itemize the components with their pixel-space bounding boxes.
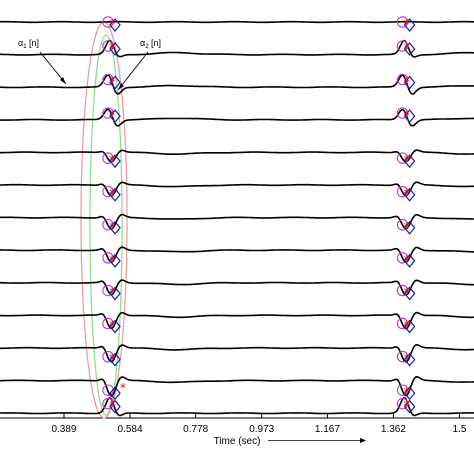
star-marker: * (404, 319, 410, 333)
star-marker: * (109, 17, 115, 31)
x-tick-label: 0.584 (117, 424, 142, 435)
diamond-marker (109, 187, 121, 202)
star-marker: * (120, 381, 126, 395)
diamond-marker (403, 220, 416, 235)
x-axis-label: Time (sec) (214, 436, 261, 447)
star-marker: * (404, 108, 410, 122)
diamond-marker (109, 42, 121, 56)
alpha-1-label: α1 [n] (18, 38, 39, 50)
diamond-marker (109, 154, 121, 169)
star-marker: * (109, 41, 115, 55)
x-tick-label: 0.389 (51, 424, 76, 435)
ecg-trace-7 (0, 213, 474, 230)
star-marker: * (404, 285, 410, 299)
ecg-trace-2 (0, 39, 474, 58)
alpha-1-arrowhead (60, 77, 66, 84)
star-marker: * (109, 187, 115, 201)
diamond-marker (403, 187, 416, 202)
annotation-ellipses (80, 21, 128, 419)
star-marker: * (109, 253, 115, 267)
diamond-marker (109, 286, 121, 301)
diamond-marker (109, 253, 121, 268)
alpha-2-label: α2 [n] (140, 38, 161, 50)
star-marker: * (404, 41, 410, 55)
ecg-trace-5 (0, 149, 474, 163)
alpha-2-arrow (117, 51, 149, 91)
star-marker: * (404, 153, 410, 167)
diamond-marker (109, 386, 121, 401)
diamond-marker (403, 399, 416, 414)
diamond-marker (109, 220, 121, 235)
ecg-trace-6 (0, 181, 474, 197)
trace-group (0, 20, 474, 417)
ecg-trace-13 (0, 396, 474, 417)
star-marker: * (404, 17, 410, 31)
diamond-marker (403, 253, 416, 268)
diamond-marker (403, 109, 416, 124)
diamond-marker (403, 42, 416, 56)
diamond-marker (109, 18, 121, 32)
star-marker: * (404, 187, 410, 201)
x-tick-label: 1.362 (381, 424, 406, 435)
diamond-marker (403, 386, 416, 401)
star-marker: * (109, 108, 115, 122)
star-marker: * (109, 285, 115, 299)
ecg-trace-12 (0, 375, 474, 397)
ecg-trace-4 (0, 108, 474, 127)
x-tick-label: 0.778 (183, 424, 208, 435)
alpha-2-ellipse (80, 21, 128, 419)
star-marker: * (109, 153, 115, 167)
diamond-marker (109, 352, 121, 367)
star-marker: * (404, 352, 410, 366)
annotations: α1 [n] α2 [n] (18, 38, 161, 91)
diamond-marker (109, 399, 121, 414)
star-marker: * (404, 253, 410, 267)
ecg-trace-11 (0, 343, 474, 363)
star-marker: * (404, 385, 410, 399)
diamond-marker (109, 75, 121, 90)
diamond-marker (403, 154, 416, 169)
diamond-marker (403, 319, 416, 334)
star-marker: * (109, 319, 115, 333)
ecg-trace-10 (0, 311, 474, 330)
ecg-trace-9 (0, 279, 474, 296)
star-marker: * (109, 399, 115, 413)
star-marker: * (109, 75, 115, 89)
diamond-marker (403, 75, 416, 90)
ecg-trace-8 (0, 246, 474, 263)
star-marker: * (109, 220, 115, 234)
x-tick-label: 1.5 (452, 424, 466, 435)
diamond-marker (403, 352, 416, 367)
star-marker: * (109, 352, 115, 366)
diamond-marker (403, 286, 416, 301)
diamond-marker (109, 109, 121, 124)
alpha-1-ellipse (89, 34, 123, 416)
star-marker: * (404, 75, 410, 89)
diamond-marker (109, 319, 121, 334)
alpha-2-arrowhead (118, 83, 124, 90)
star-marker: * (404, 220, 410, 234)
x-axis-arrowhead (360, 438, 366, 443)
ecg-trace-1 (0, 20, 474, 24)
x-axis: 0.389 0.584 0.778 0.973 1.167 1.362 1.5 (51, 413, 467, 443)
marker-group: * * * * * * * * * * * * * * * * * * * * * * * * * * (102, 16, 416, 414)
ecg-trace-3 (0, 74, 474, 95)
star-marker: * (404, 399, 410, 413)
x-tick-label: 0.973 (249, 424, 274, 435)
diamond-marker (403, 18, 416, 32)
x-tick-label: 1.167 (315, 424, 340, 435)
